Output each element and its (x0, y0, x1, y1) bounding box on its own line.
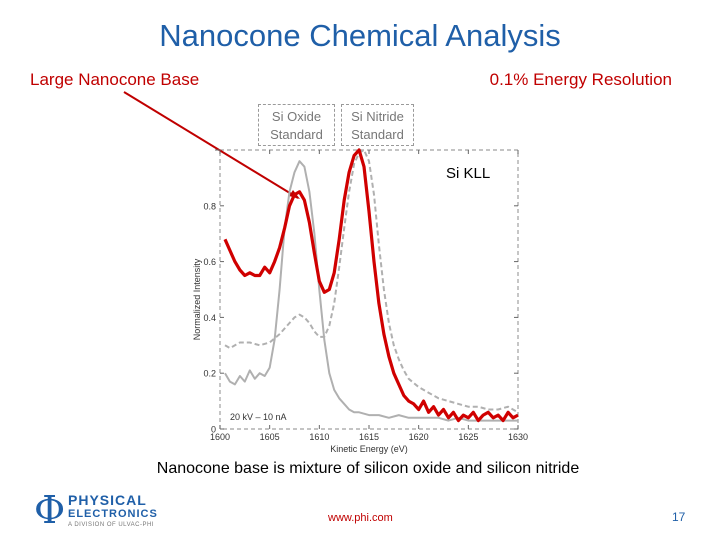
si-nitride-standard-line2: Standard (351, 127, 404, 142)
slide-caption: Nanocone base is mixture of silicon oxid… (156, 460, 580, 477)
y-tick-label: 0.4 (203, 313, 216, 323)
x-tick-label: 1630 (508, 432, 528, 442)
si-oxide-standard-line1: Si Oxide (271, 109, 322, 124)
page-number: 17 (672, 510, 686, 524)
y-tick-label: 0.2 (203, 369, 216, 379)
si-nitride-standard-line1: Si Nitride (351, 109, 404, 124)
x-tick-label: 1620 (409, 432, 429, 442)
logo-text-line2: ELECTRONICS (68, 508, 158, 520)
pointer-arrow (123, 91, 299, 199)
y-tick-label: 0.8 (203, 201, 216, 211)
logo-text-line1: PHYSICAL (68, 492, 147, 508)
plot-frame (219, 149, 519, 430)
x-tick-label: 1600 (210, 432, 230, 442)
x-tick-label: 1615 (359, 432, 379, 442)
series-line-sample (223, 148, 519, 423)
label-large-nanocone-base: Large Nanocone Base (30, 70, 200, 89)
si-nitride-standard-legend: Si Nitride Standard (341, 104, 414, 146)
series-line-oxide (224, 160, 518, 422)
slide-title: Nanocone Chemical Analysis (159, 18, 561, 53)
phi-logo-icon: Φ (34, 488, 66, 532)
physical-electronics-logo: Φ PHYSICAL ELECTRONICS A DIVISION OF ULV… (34, 490, 174, 532)
footer-url[interactable]: www.phi.com (328, 512, 393, 524)
series-line-nitride (224, 149, 519, 414)
si-oxide-standard-line2: Standard (270, 127, 323, 142)
y-tick-label: 0 (211, 425, 216, 435)
label-energy-resolution: 0.1% Energy Resolution (489, 70, 672, 89)
annotation-si-kll: Si KLL (446, 165, 490, 182)
annotation-beam-conditions: 20 kV – 10 nA (230, 412, 287, 422)
x-axis-label: Kinetic Energy (eV) (330, 444, 408, 454)
logo-text-line3: A DIVISION OF ULVAC-PHI (68, 522, 154, 528)
x-tick-label: 1605 (260, 432, 280, 442)
si-oxide-standard-legend: Si Oxide Standard (258, 104, 335, 146)
x-tick-label: 1610 (309, 432, 329, 442)
x-tick-label: 1625 (458, 432, 478, 442)
y-axis-label: Normalized Intensity (192, 258, 202, 340)
y-tick-label: 0.6 (203, 257, 216, 267)
